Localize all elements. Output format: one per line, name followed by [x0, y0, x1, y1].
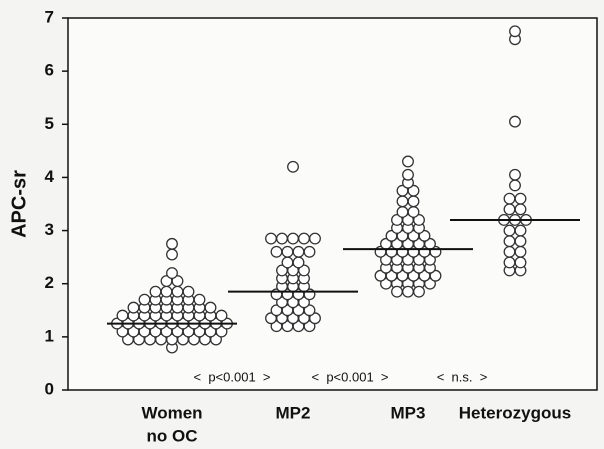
y-tick-label: 4	[45, 167, 55, 186]
y-tick-label: 3	[45, 220, 54, 239]
data-point	[402, 285, 414, 298]
data-point	[391, 285, 403, 298]
y-axis-label: APC-sr	[8, 170, 30, 238]
data-point	[215, 325, 228, 338]
data-point	[309, 312, 321, 325]
data-point	[509, 115, 521, 128]
data-point	[514, 224, 527, 237]
data-point	[503, 203, 516, 216]
data-point	[418, 229, 431, 242]
x-tick-label: Women	[141, 403, 202, 422]
data-point	[407, 195, 420, 208]
data-point	[503, 192, 516, 205]
y-tick-label: 5	[45, 114, 54, 133]
data-point	[514, 256, 527, 269]
annotation: < p<0.001 >	[194, 369, 271, 384]
x-tick-label: no OC	[147, 426, 198, 445]
data-point	[171, 275, 184, 288]
data-point	[503, 235, 516, 248]
x-tick-label: MP3	[391, 403, 426, 422]
data-point	[298, 264, 310, 277]
data-point	[287, 160, 299, 173]
data-point	[514, 192, 527, 205]
data-point	[210, 333, 222, 346]
data-point	[303, 320, 316, 333]
data-point	[402, 168, 414, 181]
data-point	[166, 237, 178, 250]
data-point	[138, 293, 151, 306]
data-point	[429, 269, 442, 282]
data-point	[407, 184, 420, 197]
data-point	[514, 203, 527, 216]
data-point	[292, 245, 305, 258]
data-point	[413, 213, 425, 226]
data-point	[287, 232, 299, 245]
data-point	[396, 195, 409, 208]
data-point	[215, 309, 228, 322]
data-point	[116, 309, 129, 322]
data-point	[160, 285, 173, 298]
y-tick-label: 1	[45, 326, 54, 345]
data-point	[309, 232, 321, 245]
data-point	[149, 285, 162, 298]
data-point	[303, 304, 316, 317]
y-tick-label: 0	[45, 379, 54, 398]
data-point	[514, 235, 527, 248]
data-point	[503, 256, 516, 269]
data-point	[281, 256, 294, 269]
data-point	[292, 256, 305, 269]
y-tick-label: 6	[45, 61, 54, 80]
data-point	[204, 301, 217, 314]
data-point	[193, 293, 206, 306]
data-point	[509, 179, 521, 192]
data-point	[424, 253, 436, 266]
x-tick-label: Heterozygous	[459, 403, 571, 422]
data-point	[514, 245, 527, 258]
data-point	[166, 248, 178, 261]
data-point	[166, 267, 178, 280]
data-point	[171, 285, 184, 298]
data-point	[303, 245, 316, 258]
data-point	[402, 155, 414, 168]
data-point	[424, 277, 436, 290]
y-tick-label: 7	[45, 7, 54, 26]
data-point	[127, 301, 140, 314]
x-tick-label: MP2	[276, 403, 311, 422]
data-point	[276, 232, 288, 245]
annotation: < n.s. >	[437, 369, 488, 384]
data-point	[281, 245, 294, 258]
data-point	[503, 245, 516, 258]
y-tick-label: 2	[45, 273, 54, 292]
data-point	[396, 206, 409, 218]
data-point	[182, 285, 195, 298]
data-point	[265, 232, 277, 245]
data-point	[270, 245, 283, 258]
annotation: < p<0.001 >	[312, 369, 389, 384]
data-point	[509, 25, 521, 38]
data-point	[407, 206, 420, 218]
data-point	[298, 232, 310, 245]
data-point	[413, 285, 425, 298]
data-point	[503, 224, 516, 237]
data-point	[509, 168, 521, 181]
data-point	[298, 296, 310, 309]
